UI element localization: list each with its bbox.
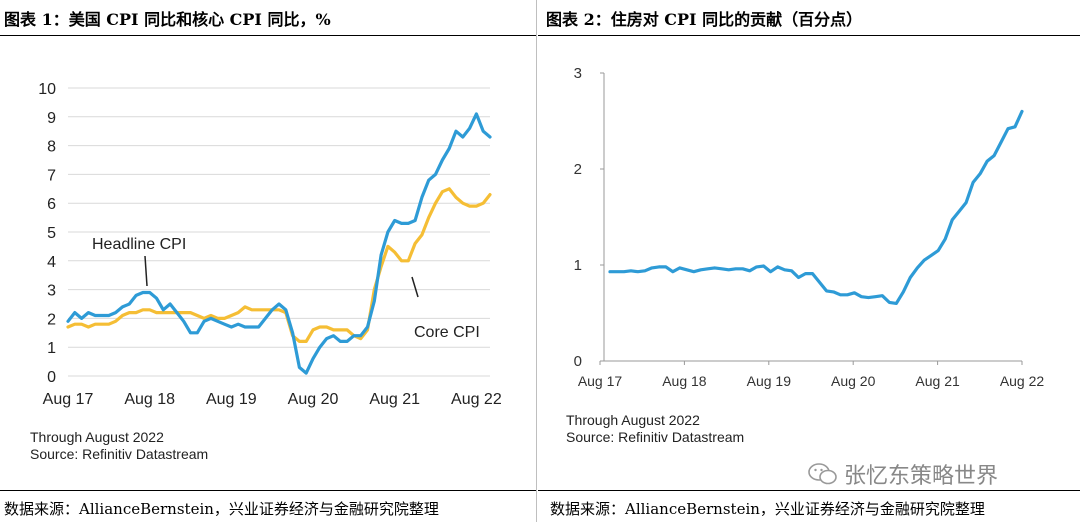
y-tick-label: 3 [47, 283, 56, 300]
y-tick-label: 3 [574, 65, 582, 82]
y-tick-label: 1 [47, 340, 56, 357]
right-data-source: 数据来源：AllianceBernstein，兴业证券经济与金融研究院整理 [550, 500, 985, 518]
y-tick-label: 7 [47, 167, 56, 184]
left-source-rule [0, 490, 536, 491]
core-cpi-line [66, 187, 492, 343]
right-note-through: Through August 2022 [566, 412, 700, 428]
left-note-through: Through August 2022 [30, 429, 164, 445]
core-cpi-label: Core CPI [414, 324, 480, 341]
y-tick-label: 4 [47, 254, 56, 271]
left-data-source: 数据来源：AllianceBernstein，兴业证券经济与金融研究院整理 [4, 500, 439, 518]
right-note-source: Source: Refinitiv Datastream [566, 429, 745, 445]
x-tick-label: Aug 21 [369, 391, 420, 408]
x-tick-label: Aug 22 [1000, 373, 1045, 389]
y-tick-label: 9 [47, 110, 56, 127]
x-tick-label: Aug 20 [831, 373, 876, 389]
left-cpi-chart: 0 1 2 3 4 5 6 7 8 9 10 Aug 17 Aug 18 Aug 19 Aug 20 Aug… [38, 81, 502, 408]
right-title-rule [538, 35, 1080, 36]
y-tick-label: 2 [47, 311, 56, 328]
headline-cpi-pointer [144, 255, 148, 287]
panel-divider [536, 0, 537, 522]
x-tick-label: Aug 17 [43, 391, 94, 408]
y-tick-label: 8 [47, 139, 56, 156]
wechat-icon [808, 463, 837, 485]
left-note-source: Source: Refinitiv Datastream [30, 446, 209, 462]
right-housing-chart: 0 1 2 3 Aug 17 Aug 18 Aug 19 Aug 20 Aug 21 Aug 2… [574, 65, 1045, 389]
watermark: 张忆东策略世界 [808, 458, 998, 490]
left-chart-title: 图表 1：美国 CPI 同比和核心 CPI 同比，% [4, 10, 331, 29]
x-tick-label: Aug 22 [451, 391, 502, 408]
headline-cpi-label: Headline CPI [92, 236, 186, 253]
x-tick-label: Aug 18 [124, 391, 175, 408]
core-cpi-pointer [411, 276, 419, 298]
x-tick-label: Aug 17 [578, 373, 623, 389]
y-tick-label: 10 [38, 81, 56, 98]
housing-contribution-line [608, 109, 1024, 305]
y-tick-label: 0 [47, 369, 56, 386]
x-tick-label: Aug 18 [662, 373, 707, 389]
x-tick-label: Aug 21 [915, 373, 960, 389]
x-tick-label: Aug 19 [206, 391, 257, 408]
right-panel: 图表 2：住房对 CPI 同比的贡献（百分点） 0 1 2 3 Aug 17 Aug 1… [538, 0, 1080, 522]
left-panel: 图表 1：美国 CPI 同比和核心 CPI 同比，% 0 1 2 3 4 5 6 7 8 9 10 … [0, 0, 537, 522]
y-tick-label: 5 [47, 225, 56, 242]
right-chart-title: 图表 2：住房对 CPI 同比的贡献（百分点） [546, 10, 863, 29]
x-tick-label: Aug 20 [288, 391, 339, 408]
y-tick-label: 6 [47, 196, 56, 213]
left-title-rule [0, 35, 536, 36]
y-tick-label: 0 [574, 353, 582, 370]
watermark-text: 张忆东策略世界 [844, 464, 999, 489]
y-tick-label: 2 [574, 161, 582, 178]
x-tick-label: Aug 19 [747, 373, 792, 389]
headline-cpi-line [66, 112, 492, 375]
y-tick-label: 1 [574, 257, 582, 274]
right-source-rule [538, 490, 1080, 491]
